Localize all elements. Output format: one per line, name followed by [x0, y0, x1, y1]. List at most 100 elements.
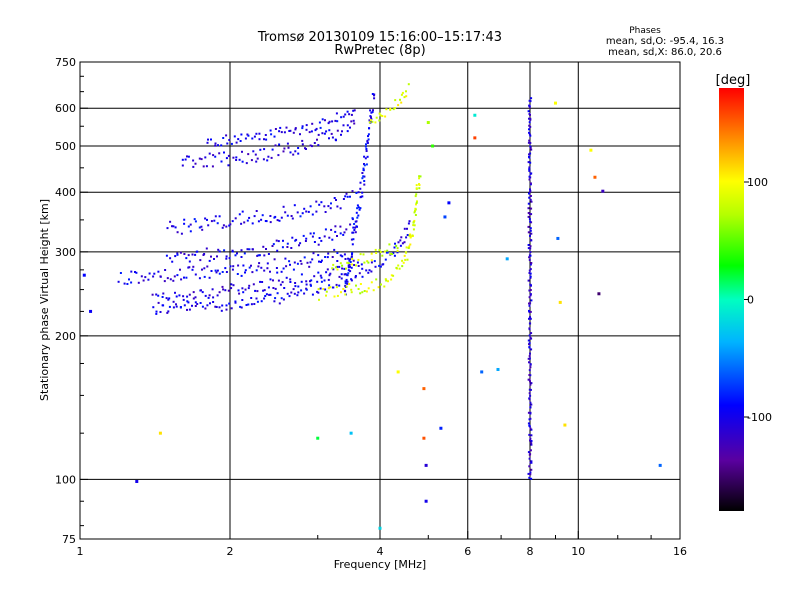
- data-point: [285, 276, 288, 279]
- data-point: [365, 290, 368, 293]
- data-point: [346, 195, 349, 198]
- data-point: [294, 127, 297, 130]
- data-point: [386, 249, 389, 252]
- data-point: [344, 273, 347, 276]
- data-point: [293, 292, 296, 295]
- data-point: [530, 382, 533, 385]
- data-point: [415, 184, 418, 187]
- data-point: [405, 90, 407, 93]
- data-point: [201, 305, 204, 308]
- chart-title: Tromsø 20130109 15:16:00–15:17:43: [257, 30, 502, 45]
- data-point: [370, 261, 373, 264]
- data-point: [273, 258, 276, 261]
- data-point: [289, 151, 292, 154]
- data-point: [312, 252, 315, 255]
- data-point: [528, 296, 531, 299]
- colorbar-label: [deg]: [716, 73, 751, 88]
- data-point: [194, 162, 197, 165]
- data-point: [272, 279, 274, 282]
- data-point: [529, 401, 532, 404]
- data-point: [348, 263, 351, 266]
- data-point: [356, 261, 359, 264]
- data-point: [529, 190, 532, 193]
- data-point: [528, 178, 531, 181]
- data-point: [357, 206, 360, 209]
- data-point: [294, 128, 297, 131]
- data-point: [359, 187, 362, 190]
- data-point: [378, 112, 381, 115]
- data-point: [290, 291, 293, 294]
- data-point: [530, 460, 533, 463]
- data-point: [228, 139, 231, 141]
- data-point: [227, 164, 230, 167]
- data-point: [386, 251, 389, 254]
- data-point: [355, 264, 357, 267]
- data-point: [274, 287, 277, 290]
- data-point: [362, 175, 365, 178]
- data-point: [395, 266, 398, 269]
- data-point: [288, 295, 291, 298]
- data-point: [331, 256, 334, 258]
- data-point: [247, 303, 250, 306]
- data-point: [253, 215, 256, 218]
- data-point: [529, 363, 532, 366]
- data-point: [403, 241, 406, 244]
- data-point: [349, 431, 353, 435]
- data-point: [405, 246, 408, 249]
- data-point: [529, 272, 532, 275]
- data-point: [221, 271, 224, 273]
- data-point: [318, 298, 320, 301]
- data-point: [246, 133, 249, 136]
- data-point: [346, 130, 349, 133]
- data-point: [254, 289, 257, 292]
- data-point: [157, 301, 160, 304]
- data-point: [365, 150, 368, 152]
- data-point: [356, 207, 359, 210]
- data-point: [332, 286, 335, 289]
- data-point: [171, 225, 173, 228]
- data-point: [320, 261, 322, 263]
- data-point: [528, 398, 531, 401]
- data-point: [418, 175, 421, 178]
- data-point: [252, 150, 255, 153]
- data-point: [216, 255, 218, 258]
- data-point: [234, 254, 237, 257]
- data-point: [350, 255, 353, 258]
- data-point: [321, 118, 324, 121]
- data-point: [528, 139, 531, 142]
- data-point: [527, 231, 530, 234]
- data-point: [333, 197, 336, 199]
- data-point: [176, 274, 179, 277]
- data-point: [350, 266, 353, 269]
- data-point: [185, 276, 188, 279]
- y-tick-label: 200: [55, 330, 76, 343]
- data-point: [211, 165, 214, 168]
- data-point: [320, 259, 323, 262]
- data-point: [416, 200, 418, 203]
- data-point: [297, 291, 300, 294]
- data-point: [147, 278, 150, 281]
- data-point: [232, 284, 235, 287]
- data-point: [238, 213, 241, 216]
- data-point: [345, 278, 348, 281]
- data-point: [256, 254, 259, 257]
- data-point: [258, 254, 261, 257]
- data-point: [318, 121, 321, 124]
- data-point: [410, 235, 413, 238]
- data-point: [348, 259, 351, 262]
- data-point: [332, 263, 335, 266]
- data-point: [171, 260, 174, 263]
- data-point: [175, 303, 177, 306]
- data-point: [352, 238, 355, 241]
- data-point: [224, 267, 227, 270]
- data-point: [401, 91, 404, 94]
- data-point: [258, 132, 261, 135]
- data-point: [119, 272, 122, 274]
- data-point: [289, 281, 292, 283]
- data-point: [351, 253, 353, 256]
- data-point: [447, 201, 451, 205]
- data-point: [318, 260, 320, 263]
- data-point: [396, 251, 399, 254]
- data-point: [161, 296, 164, 298]
- data-point: [529, 417, 532, 420]
